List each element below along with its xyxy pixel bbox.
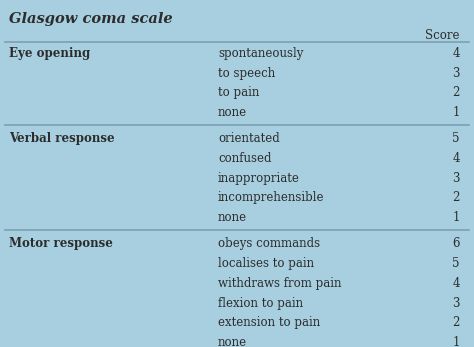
Text: 4: 4: [452, 47, 460, 60]
Text: incomprehensible: incomprehensible: [218, 192, 325, 204]
Text: 5: 5: [452, 132, 460, 145]
Text: withdraws from pain: withdraws from pain: [218, 277, 342, 290]
Text: to pain: to pain: [218, 86, 259, 99]
Text: obeys commands: obeys commands: [218, 237, 320, 250]
Text: 3: 3: [452, 297, 460, 310]
Text: 3: 3: [452, 67, 460, 79]
Text: none: none: [218, 336, 247, 347]
Text: 6: 6: [452, 237, 460, 250]
Text: 2: 2: [452, 316, 460, 329]
Text: 4: 4: [452, 152, 460, 165]
Text: none: none: [218, 211, 247, 224]
Text: 2: 2: [452, 86, 460, 99]
Text: to speech: to speech: [218, 67, 275, 79]
Text: Eye opening: Eye opening: [9, 47, 91, 60]
Text: Verbal response: Verbal response: [9, 132, 115, 145]
Text: localises to pain: localises to pain: [218, 257, 314, 270]
Text: 4: 4: [452, 277, 460, 290]
Text: flexion to pain: flexion to pain: [218, 297, 303, 310]
Text: none: none: [218, 106, 247, 119]
Text: 3: 3: [452, 172, 460, 185]
Text: Glasgow coma scale: Glasgow coma scale: [9, 12, 173, 26]
Text: 1: 1: [452, 211, 460, 224]
Text: extension to pain: extension to pain: [218, 316, 320, 329]
Text: 5: 5: [452, 257, 460, 270]
Text: inappropriate: inappropriate: [218, 172, 300, 185]
Text: Motor response: Motor response: [9, 237, 113, 250]
Text: 1: 1: [452, 336, 460, 347]
Text: spontaneously: spontaneously: [218, 47, 303, 60]
Text: 2: 2: [452, 192, 460, 204]
Text: confused: confused: [218, 152, 272, 165]
Text: orientated: orientated: [218, 132, 280, 145]
Text: Score: Score: [425, 29, 460, 42]
Text: 1: 1: [452, 106, 460, 119]
